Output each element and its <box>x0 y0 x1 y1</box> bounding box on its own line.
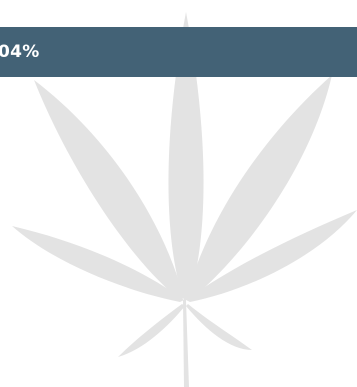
percentage-label: 04% <box>0 42 40 62</box>
leaflet-lower-left <box>12 226 184 302</box>
leaflet-upper-left <box>34 80 184 300</box>
leaflet-center <box>168 12 204 300</box>
leaflet-bottom-left <box>118 304 185 357</box>
leaf-stem <box>183 300 189 387</box>
leaflet-bottom-right <box>186 304 252 350</box>
leaflet-lower-right <box>186 210 357 302</box>
percentage-banner: 04% <box>0 27 357 77</box>
leaflet-upper-right <box>186 75 332 300</box>
